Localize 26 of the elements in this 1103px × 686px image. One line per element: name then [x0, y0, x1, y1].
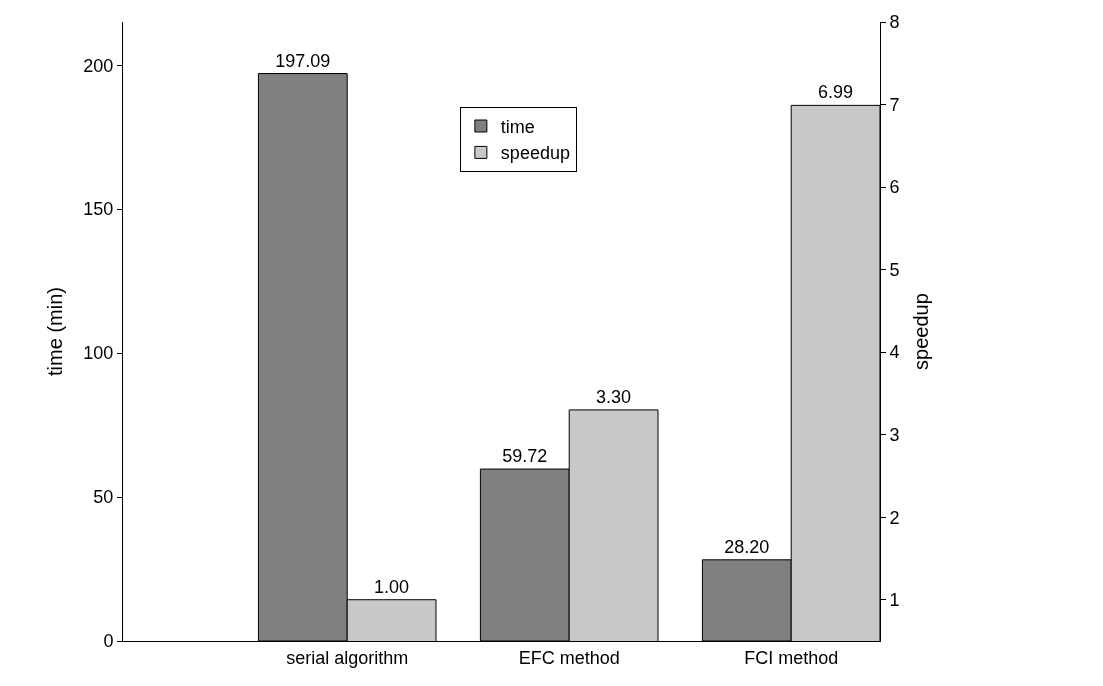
y-tick-label: 50	[93, 487, 114, 508]
y2-tick-label: 7	[889, 94, 900, 115]
y2-tick-label: 8	[889, 12, 900, 33]
x-tick-label: FCI method	[744, 647, 839, 668]
y2-axis-title: speedup	[910, 293, 933, 370]
x-tick-label: serial algorithm	[286, 647, 409, 668]
y-axis-title: time (min)	[43, 287, 66, 376]
data-label: 3.30	[596, 386, 632, 407]
data-label: 6.99	[818, 82, 854, 103]
y-tick-label: 100	[83, 343, 114, 364]
data-label: 59.72	[502, 446, 548, 467]
y2-tick-label: 2	[889, 507, 900, 528]
y-tick-label: 0	[103, 631, 114, 652]
legend-label: time	[500, 117, 535, 138]
legend-label: speedup	[500, 143, 570, 164]
x-tick-label: EFC method	[518, 647, 620, 668]
y2-tick-label: 6	[889, 177, 900, 198]
data-label: 1.00	[374, 576, 410, 597]
y2-tick-label: 4	[889, 342, 900, 363]
y2-tick-label: 3	[889, 424, 900, 445]
y-tick-label: 150	[83, 199, 114, 220]
data-label: 28.20	[724, 536, 770, 557]
y2-tick-label: 1	[889, 590, 900, 611]
y2-tick-label: 5	[889, 259, 900, 280]
data-label: 197.09	[275, 50, 331, 71]
y-tick-label: 200	[83, 55, 114, 76]
